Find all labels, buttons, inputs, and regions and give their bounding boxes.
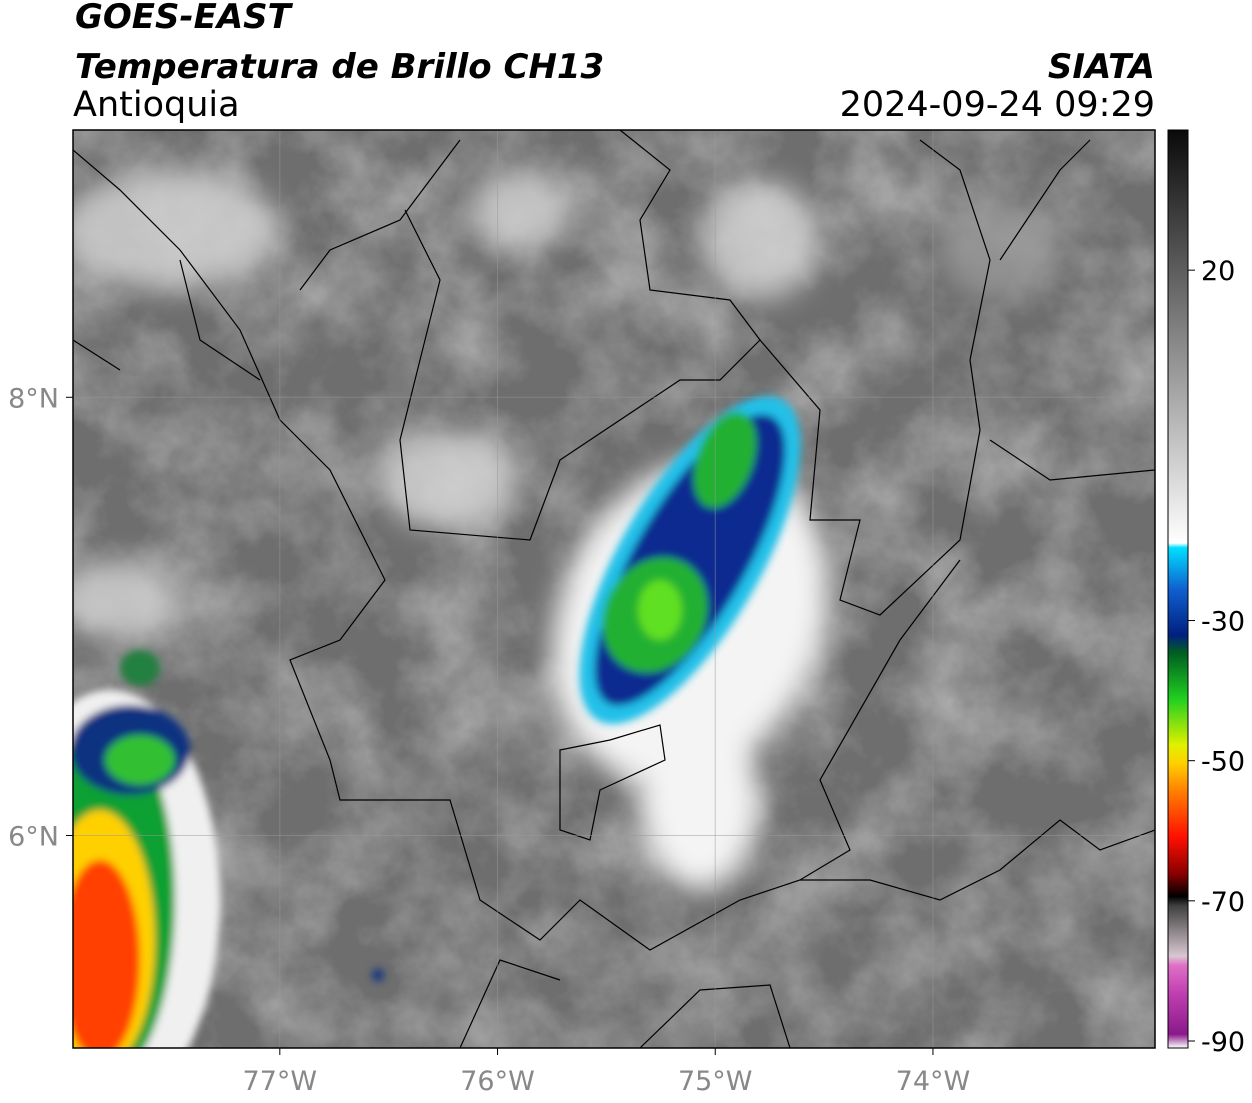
datetime: 2024-09-24 09:29: [840, 85, 1155, 125]
x-tick-label: 74°W: [896, 1066, 971, 1097]
subtitle: Temperatura de Brillo CH13: [75, 47, 604, 87]
y-tick-label: 8°N: [8, 383, 59, 414]
source: SIATA: [1048, 47, 1155, 87]
x-tick-label: 76°W: [460, 1066, 535, 1097]
colorbar-tick-label: -50: [1201, 747, 1245, 778]
colorbar-tick-label: -70: [1201, 887, 1245, 918]
grid: [73, 130, 1155, 1048]
colorbar: [1167, 129, 1189, 1049]
map-image: [73, 130, 1155, 1048]
y-tick-label: 6°N: [8, 821, 59, 852]
region: Antioquia: [73, 85, 240, 125]
colorbar-tick-label: -30: [1201, 607, 1245, 638]
x-tick-label: 77°W: [243, 1066, 318, 1097]
title: GOES-EAST: [75, 0, 294, 37]
map-frame: [72, 129, 1156, 1049]
colorbar-tick-label: -90: [1201, 1027, 1245, 1058]
colorbar-tick-label: 20: [1201, 256, 1235, 287]
x-tick-label: 75°W: [678, 1066, 753, 1097]
